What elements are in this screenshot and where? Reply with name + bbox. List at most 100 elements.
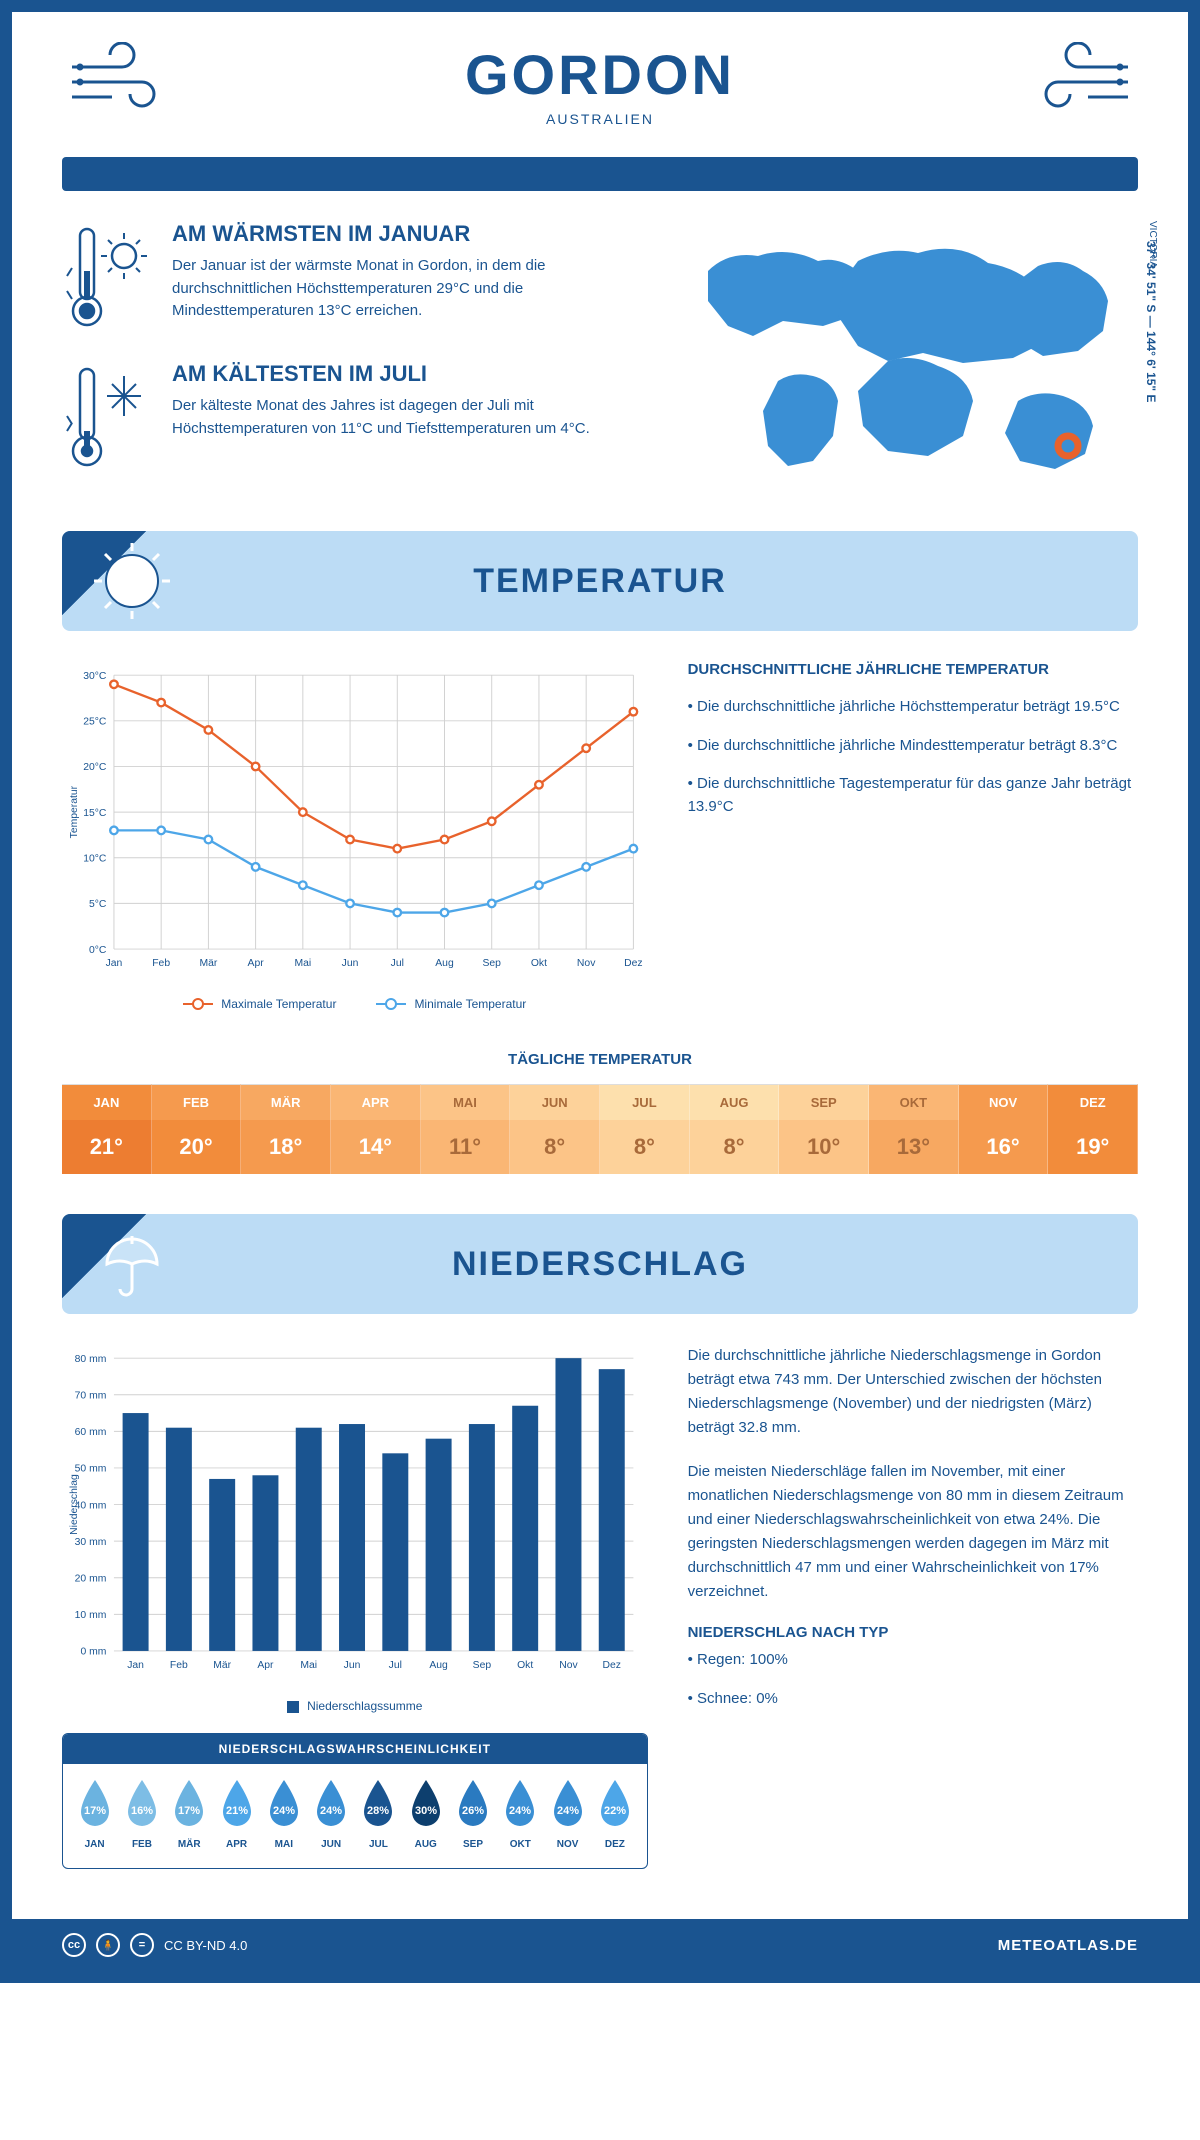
temp-cell: MAI11° <box>421 1084 511 1174</box>
daily-temp-title: TÄGLICHE TEMPERATUR <box>12 1051 1188 1068</box>
info-bullet: • Die durchschnittliche Tagestemperatur … <box>688 773 1138 818</box>
temp-cell: SEP10° <box>779 1084 869 1174</box>
svg-text:Sep: Sep <box>482 958 501 969</box>
svg-text:21%: 21% <box>226 1805 248 1817</box>
thermometer-snow-icon <box>62 361 152 471</box>
svg-text:24%: 24% <box>320 1805 342 1817</box>
svg-text:Nov: Nov <box>559 1660 578 1671</box>
temp-cell: JUN8° <box>510 1084 600 1174</box>
svg-text:0°C: 0°C <box>89 945 107 956</box>
temp-cell: APR14° <box>331 1084 421 1174</box>
svg-text:60 mm: 60 mm <box>75 1427 107 1438</box>
hero: GORDON AUSTRALIEN <box>12 12 1188 147</box>
svg-text:50 mm: 50 mm <box>75 1464 107 1475</box>
svg-text:Mär: Mär <box>199 958 217 969</box>
svg-text:Okt: Okt <box>531 958 547 969</box>
svg-text:Aug: Aug <box>435 958 454 969</box>
prob-drop: 24%MAI <box>264 1778 304 1850</box>
precip-type-title: NIEDERSCHLAG NACH TYP <box>688 1624 1138 1641</box>
daily-temp-table: JAN21°FEB20°MÄR18°APR14°MAI11°JUN8°JUL8°… <box>62 1084 1138 1174</box>
svg-text:Temperatur: Temperatur <box>69 785 80 838</box>
temp-cell: MÄR18° <box>241 1084 331 1174</box>
svg-text:10°C: 10°C <box>83 854 107 865</box>
svg-text:26%: 26% <box>462 1805 484 1817</box>
precip-type: • Schnee: 0% <box>688 1688 1138 1711</box>
temp-cell: JUL8° <box>600 1084 690 1174</box>
wind-swirl-icon <box>62 42 172 122</box>
svg-text:25°C: 25°C <box>83 717 107 728</box>
info-title: DURCHSCHNITTLICHE JÄHRLICHE TEMPERATUR <box>688 661 1138 678</box>
prob-drop: 28%JUL <box>358 1778 398 1850</box>
prob-drop: 24%JUN <box>311 1778 351 1850</box>
footer: cc 🧍 = CC BY-ND 4.0 METEOATLAS.DE <box>12 1919 1188 1971</box>
temp-cell: DEZ19° <box>1048 1084 1138 1174</box>
sun-icon <box>92 541 172 621</box>
svg-text:16%: 16% <box>131 1805 153 1817</box>
section-title: TEMPERATUR <box>473 562 727 601</box>
temp-cell: JAN21° <box>62 1084 152 1174</box>
svg-text:5°C: 5°C <box>89 899 107 910</box>
legend-label: Maximale Temperatur <box>221 997 336 1011</box>
prob-drop: 16%FEB <box>122 1778 162 1850</box>
precip-paragraph: Die durchschnittliche jährliche Niedersc… <box>688 1344 1138 1440</box>
page-title: GORDON <box>465 42 735 107</box>
cc-icon: cc <box>62 1933 86 1957</box>
prob-drop: 17%MÄR <box>169 1778 209 1850</box>
svg-text:Niederschlag: Niederschlag <box>69 1474 80 1535</box>
svg-text:17%: 17% <box>84 1805 106 1817</box>
precip-type: • Regen: 100% <box>688 1649 1138 1672</box>
prob-drop: 24%NOV <box>548 1778 588 1850</box>
by-icon: 🧍 <box>96 1933 120 1957</box>
svg-text:Jun: Jun <box>344 1660 361 1671</box>
svg-text:30°C: 30°C <box>83 671 107 682</box>
legend-label: Minimale Temperatur <box>414 997 526 1011</box>
section-precipitation: NIEDERSCHLAG <box>62 1214 1138 1314</box>
svg-text:Jan: Jan <box>127 1660 144 1671</box>
svg-text:15°C: 15°C <box>83 808 107 819</box>
fact-text: Der Januar ist der wärmste Monat in Gord… <box>172 255 618 323</box>
svg-text:20 mm: 20 mm <box>75 1574 107 1585</box>
svg-text:Jun: Jun <box>342 958 359 969</box>
license-label: CC BY-ND 4.0 <box>164 1938 247 1953</box>
svg-text:30 mm: 30 mm <box>75 1537 107 1548</box>
svg-text:Feb: Feb <box>170 1660 188 1671</box>
prob-title: NIEDERSCHLAGSWAHRSCHEINLICHKEIT <box>63 1734 647 1764</box>
fact-coldest: AM KÄLTESTEN IM JULI Der kälteste Monat … <box>62 361 618 471</box>
precipitation-bar-chart: 0 mm10 mm20 mm30 mm40 mm50 mm60 mm70 mm8… <box>62 1344 648 1713</box>
coords-label: 37° 34' 51" S — 144° 6' 15" E <box>1144 241 1158 402</box>
svg-text:70 mm: 70 mm <box>75 1391 107 1402</box>
svg-text:80 mm: 80 mm <box>75 1354 107 1365</box>
prob-drop: 21%APR <box>217 1778 257 1850</box>
fact-text: Der kälteste Monat des Jahres ist dagege… <box>172 395 618 440</box>
svg-text:30%: 30% <box>415 1805 437 1817</box>
temp-cell: AUG8° <box>690 1084 780 1174</box>
hero-divider <box>62 157 1138 191</box>
svg-text:Dez: Dez <box>603 1660 621 1671</box>
svg-text:17%: 17% <box>178 1805 200 1817</box>
svg-text:22%: 22% <box>604 1805 626 1817</box>
temp-cell: NOV16° <box>959 1084 1049 1174</box>
svg-text:Feb: Feb <box>152 958 170 969</box>
fact-title: AM KÄLTESTEN IM JULI <box>172 361 618 387</box>
site-label: METEOATLAS.DE <box>998 1937 1138 1954</box>
svg-text:24%: 24% <box>273 1805 295 1817</box>
prob-drop: 30%AUG <box>406 1778 446 1850</box>
prob-drop: 24%OKT <box>500 1778 540 1850</box>
fact-title: AM WÄRMSTEN IM JANUAR <box>172 221 618 247</box>
svg-text:Nov: Nov <box>577 958 596 969</box>
info-bullet: • Die durchschnittliche jährliche Mindes… <box>688 735 1138 758</box>
svg-text:10 mm: 10 mm <box>75 1610 107 1621</box>
section-title: NIEDERSCHLAG <box>452 1245 748 1284</box>
svg-text:Dez: Dez <box>624 958 642 969</box>
thermometer-sun-icon <box>62 221 152 331</box>
prob-drop: 17%JAN <box>75 1778 115 1850</box>
prob-drop: 26%SEP <box>453 1778 493 1850</box>
svg-text:Jul: Jul <box>391 958 404 969</box>
fact-warmest: AM WÄRMSTEN IM JANUAR Der Januar ist der… <box>62 221 618 331</box>
svg-text:20°C: 20°C <box>83 762 107 773</box>
svg-text:0 mm: 0 mm <box>80 1647 106 1658</box>
svg-text:Sep: Sep <box>473 1660 492 1671</box>
svg-text:Okt: Okt <box>517 1660 533 1671</box>
svg-text:24%: 24% <box>557 1805 579 1817</box>
svg-text:Aug: Aug <box>429 1660 448 1671</box>
